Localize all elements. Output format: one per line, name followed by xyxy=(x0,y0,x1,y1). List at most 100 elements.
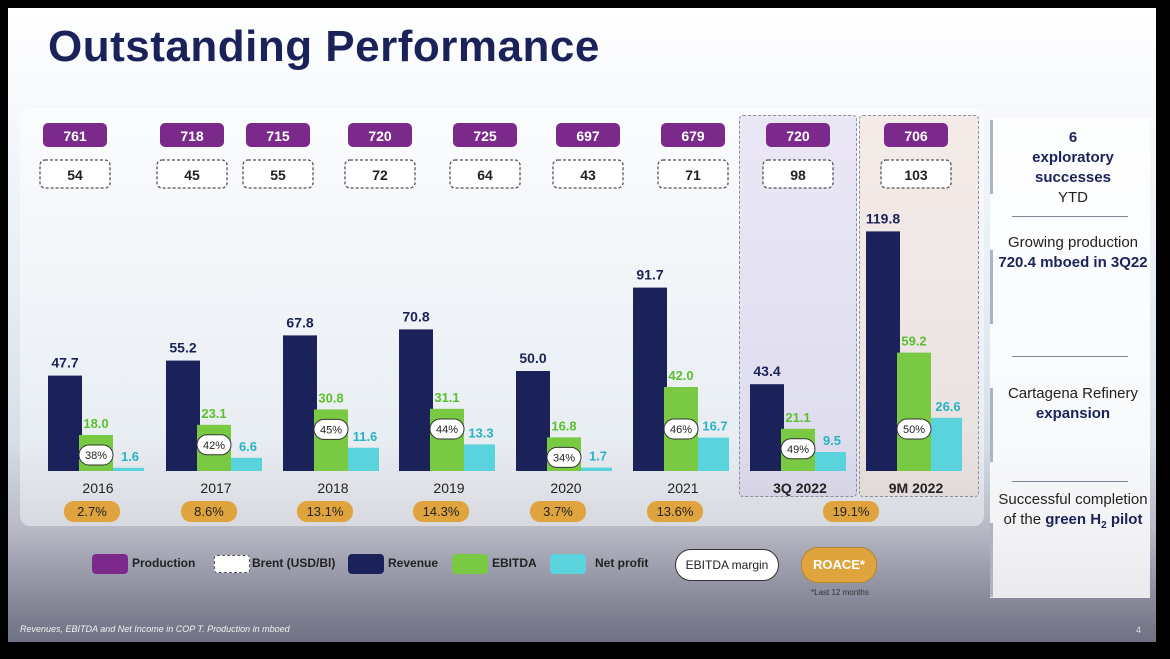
ebitda-margin-value: 49% xyxy=(787,444,809,456)
netprofit-bar xyxy=(110,467,144,471)
production-label: Growing production xyxy=(1007,234,1139,251)
brent-value: 72 xyxy=(372,167,388,183)
production-box xyxy=(246,123,310,147)
roace-pill xyxy=(647,501,703,522)
brent-box xyxy=(762,159,834,189)
netprofit-bar xyxy=(578,467,612,471)
brent-value: 54 xyxy=(67,167,83,183)
revenue-label: 91.7 xyxy=(636,267,663,283)
brent-box xyxy=(344,159,416,189)
brent-box xyxy=(39,159,111,189)
revenue-label: 43.4 xyxy=(753,363,780,379)
brent-box xyxy=(242,159,314,189)
ebitda-bar xyxy=(897,352,931,471)
category-label: 2020 xyxy=(550,480,581,496)
netprofit-bar xyxy=(812,452,846,471)
brent-box xyxy=(552,159,624,189)
roace-value: 13.1% xyxy=(307,504,344,519)
production-value: 706 xyxy=(904,128,928,144)
production-value: 679 xyxy=(681,128,705,144)
netprofit-bar xyxy=(695,437,729,471)
bar-chart: 761 54 718 45 715 55 720 72 725 64 697 43 679 71 720 98… xyxy=(39,123,962,522)
ebitda-margin-pill xyxy=(896,418,932,440)
legend-revenue: Revenue xyxy=(388,556,439,570)
netprofit-label: 26.6 xyxy=(935,399,960,414)
roace-pill xyxy=(413,501,469,522)
roace-pill xyxy=(530,501,586,522)
revenue-bar xyxy=(283,335,317,471)
ebitda-margin-value: 38% xyxy=(85,450,107,462)
production-value: 718 xyxy=(180,128,204,144)
revenue-bar xyxy=(166,360,200,471)
page-number: 4 xyxy=(1136,625,1142,635)
ebitda-margin-value: 34% xyxy=(553,452,575,464)
roace-pill xyxy=(64,501,120,522)
legend-brent: Brent (USD/Bl) xyxy=(252,556,336,570)
brent-value: 103 xyxy=(904,167,928,183)
production-box xyxy=(348,123,412,147)
production-value: 761 xyxy=(63,128,87,144)
production-box xyxy=(661,123,725,147)
ebitda-label: 59.2 xyxy=(901,334,926,349)
roace-pill xyxy=(823,501,879,522)
legend-ebitda-margin: EBITDA margin xyxy=(675,549,779,581)
revenue-bar xyxy=(633,287,667,471)
roace-pill xyxy=(181,501,237,522)
revenue-bar xyxy=(48,375,82,471)
ebitda-margin-pill xyxy=(663,418,699,440)
brent-box xyxy=(449,159,521,189)
side-divider-1 xyxy=(1012,216,1128,217)
ebitda-margin-pill xyxy=(546,446,582,468)
production-box xyxy=(43,123,107,147)
hydrogen-pilot: pilot xyxy=(1110,511,1143,528)
netprofit-bar xyxy=(928,417,962,471)
refinery-label: Cartagena Refinery xyxy=(1007,385,1139,402)
brent-value: 45 xyxy=(184,167,200,183)
ebitda-label: 16.8 xyxy=(551,418,576,433)
revenue-bar xyxy=(866,231,900,471)
roace-value: 2.7% xyxy=(77,504,107,519)
ebitda-label: 30.8 xyxy=(318,390,343,405)
netprofit-label: 13.3 xyxy=(468,425,493,440)
exploratory-count: 6 xyxy=(1068,129,1078,146)
highlight-exploratory: 6 exploratory successes YTD xyxy=(998,128,1148,208)
hydrogen-subscript: 2 xyxy=(1101,520,1107,531)
hydrogen-green: green H xyxy=(1045,511,1102,528)
legend-netprofit-swatch xyxy=(550,554,586,574)
ebitda-bar xyxy=(430,408,464,471)
legend-ebitda-swatch xyxy=(452,554,488,574)
page-title: Outstanding Performance xyxy=(48,22,600,71)
production-box xyxy=(766,123,830,147)
netprofit-label: 1.6 xyxy=(121,449,139,464)
side-divider-2 xyxy=(1012,356,1128,357)
highlight-production: Growing production 720.4 mboed in 3Q22 xyxy=(998,233,1148,273)
legend-netprofit: Net profit xyxy=(595,556,649,570)
netprofit-bar xyxy=(228,457,262,471)
brent-box xyxy=(156,159,228,189)
ebitda-margin-value: 45% xyxy=(320,424,342,436)
brent-value: 64 xyxy=(477,167,493,183)
netprofit-label: 16.7 xyxy=(702,419,727,434)
revenue-bar xyxy=(399,329,433,471)
category-label: 2016 xyxy=(82,480,113,496)
brent-value: 98 xyxy=(790,167,806,183)
roace-footnote: *Last 12 months xyxy=(811,588,869,597)
legend-production-swatch xyxy=(92,554,128,574)
production-value: 715 xyxy=(266,128,290,144)
ebitda-margin-pill xyxy=(313,418,349,440)
category-label: 2019 xyxy=(433,480,464,496)
roace-pill xyxy=(297,501,353,522)
production-box xyxy=(556,123,620,147)
ebitda-label: 31.1 xyxy=(434,390,459,405)
category-label: 3Q 2022 xyxy=(773,480,827,496)
production-value: 697 xyxy=(576,128,600,144)
source-footnote: Revenues, EBITDA and Net Income in COP T… xyxy=(20,624,290,634)
legend-brent-swatch xyxy=(214,555,250,573)
ebitda-label: 21.1 xyxy=(785,410,810,425)
revenue-bar xyxy=(750,384,784,471)
ebitda-label: 42.0 xyxy=(668,368,693,383)
ebitda-margin-pill xyxy=(780,438,816,460)
revenue-label: 67.8 xyxy=(286,314,313,330)
brent-box xyxy=(880,159,952,189)
production-value: 725 xyxy=(473,128,497,144)
